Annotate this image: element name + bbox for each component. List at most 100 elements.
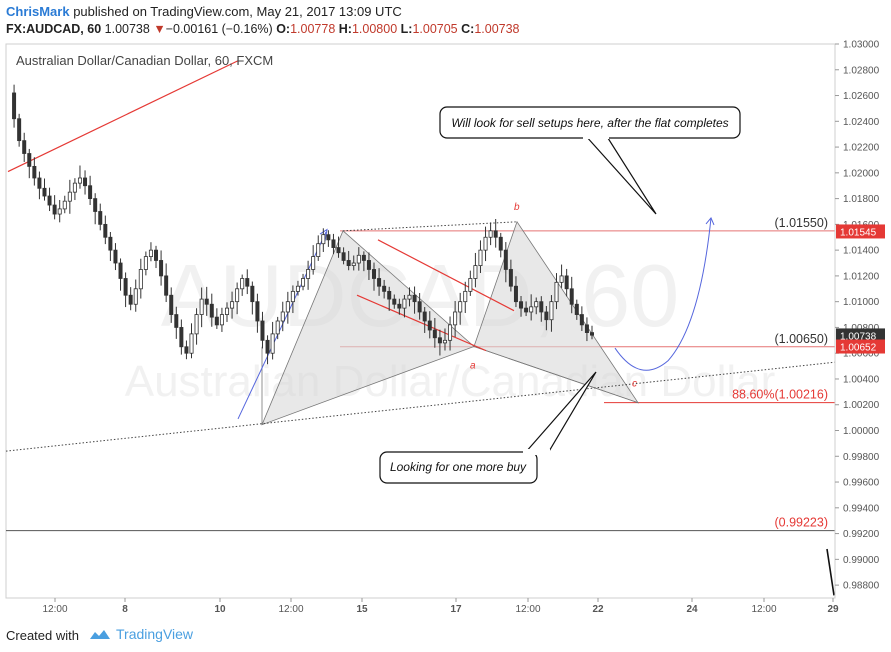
- candle-body: [47, 195, 52, 206]
- candle-body: [164, 275, 169, 296]
- author-link[interactable]: ChrisMark: [6, 4, 70, 19]
- candle-body: [387, 290, 392, 300]
- candle-body: [154, 249, 159, 261]
- candle-body: [432, 329, 437, 339]
- candle-body: [265, 339, 270, 354]
- candle-body: [194, 314, 199, 335]
- candle-body: [169, 294, 174, 315]
- time-tick-label: 12:00: [42, 604, 67, 615]
- candle-body: [493, 230, 498, 238]
- channel-lower-line: [356, 294, 487, 352]
- annotations-layer: Australian Dollar/Canadian Dollar, 60, F…: [16, 53, 828, 530]
- candle-body: [204, 298, 209, 305]
- price-tick-label: 1.03000: [843, 40, 880, 51]
- candle-body: [316, 243, 321, 257]
- candle-body: [412, 294, 417, 303]
- candle-body: [219, 314, 224, 326]
- candle-body: [427, 320, 432, 331]
- time-tick-label: 8: [122, 604, 128, 615]
- callout-joint: [523, 449, 550, 455]
- candle-body: [417, 301, 422, 313]
- price-tick-label: 0.99600: [843, 478, 880, 489]
- candle-body: [209, 303, 214, 318]
- candle-body: [189, 333, 194, 354]
- candle-body: [524, 307, 529, 313]
- candle-body: [519, 301, 524, 309]
- candle-body: [214, 316, 219, 326]
- price-tick-label: 1.02800: [843, 65, 880, 76]
- candle-body: [377, 278, 382, 287]
- price-tick-label: 0.99800: [843, 452, 880, 463]
- symbol-label: FX:AUDCAD, 60: [6, 22, 102, 36]
- candle-body: [564, 275, 569, 290]
- candle-body: [37, 177, 42, 189]
- candle-body: [184, 346, 189, 354]
- one-more-buy-text: Looking for one more buy: [390, 460, 527, 474]
- price-tick-label: 1.02000: [843, 168, 880, 179]
- wave-label-c: c: [632, 379, 637, 390]
- pattern-leg: [473, 346, 639, 404]
- candle-body: [579, 314, 584, 326]
- steep-decline-line: [826, 548, 835, 596]
- candle-body: [22, 140, 27, 154]
- one-more-buy-callout: [379, 451, 538, 484]
- candle-body: [311, 256, 316, 270]
- high-label: H:: [338, 22, 352, 36]
- candle-body: [72, 182, 77, 193]
- candle-body: [280, 311, 285, 322]
- close-label: C:: [461, 22, 475, 36]
- candle-body: [407, 294, 412, 300]
- price-axis[interactable]: 1.03000 1.02800 1.02600 1.02400 1.02200 1.020…: [834, 40, 885, 598]
- candle-body: [372, 269, 377, 279]
- candle-body: [143, 256, 148, 270]
- price-tick-label: 1.02200: [843, 143, 880, 154]
- candle-body: [62, 200, 67, 210]
- price-tick-label: 1.02600: [843, 91, 880, 102]
- candle-body: [118, 262, 123, 279]
- candle-body: [382, 285, 387, 292]
- candle-body: [346, 260, 351, 267]
- time-tick-label: 12:00: [751, 604, 776, 615]
- price-tick-label: 0.99200: [843, 529, 880, 540]
- pattern-triangle-xab: [261, 230, 475, 426]
- down-arrow-icon: ▼: [153, 22, 166, 36]
- price-tick-label: 0.99000: [843, 555, 880, 566]
- high-value: 1.00800: [351, 22, 398, 36]
- price-tick-label: 0.98800: [843, 581, 880, 592]
- candle-body: [57, 208, 62, 215]
- time-tick-label: 12:00: [515, 604, 540, 615]
- candle-body: [306, 269, 311, 279]
- publish-info: published on TradingView.com, May 21, 20…: [73, 4, 402, 19]
- blue-arrow-head: [319, 228, 328, 242]
- candle-body: [549, 301, 554, 321]
- candle-body: [148, 249, 153, 257]
- time-tick-label: 29: [827, 604, 839, 615]
- candle-body: [290, 290, 295, 303]
- candle-body: [448, 324, 453, 341]
- candle-body: [336, 247, 341, 254]
- open-value: 1.00778: [290, 22, 336, 36]
- candlestick-series: [12, 84, 595, 365]
- candle-body: [88, 185, 93, 200]
- candle-body: [508, 269, 513, 287]
- level-label: 88.60%(1.00216): [732, 388, 828, 402]
- price-tag: [836, 339, 885, 354]
- watermark-name: Australian Dollar/Canadian Dollar: [125, 357, 776, 406]
- last-price: 1.00738: [104, 22, 150, 36]
- candle-body: [270, 333, 275, 354]
- candle-body: [356, 254, 361, 264]
- candle-body: [458, 301, 463, 313]
- candle-body: [468, 278, 473, 292]
- tradingview-brand-link[interactable]: TradingView: [116, 626, 194, 642]
- candle-body: [513, 285, 518, 303]
- price-tag-label: 1.00652: [840, 343, 877, 354]
- low-value: 1.00705: [412, 22, 458, 36]
- time-axis[interactable]: 12:00 8 10 12:00 15 17 12:00 22 24 12:00 29: [6, 597, 839, 615]
- wave-label-b: b: [514, 202, 520, 213]
- candle-body: [483, 236, 488, 251]
- candle-body: [67, 191, 72, 202]
- lower-trendline: [5, 361, 836, 452]
- candle-body: [321, 234, 326, 245]
- footer-bar: Created with TradingView: [0, 622, 891, 652]
